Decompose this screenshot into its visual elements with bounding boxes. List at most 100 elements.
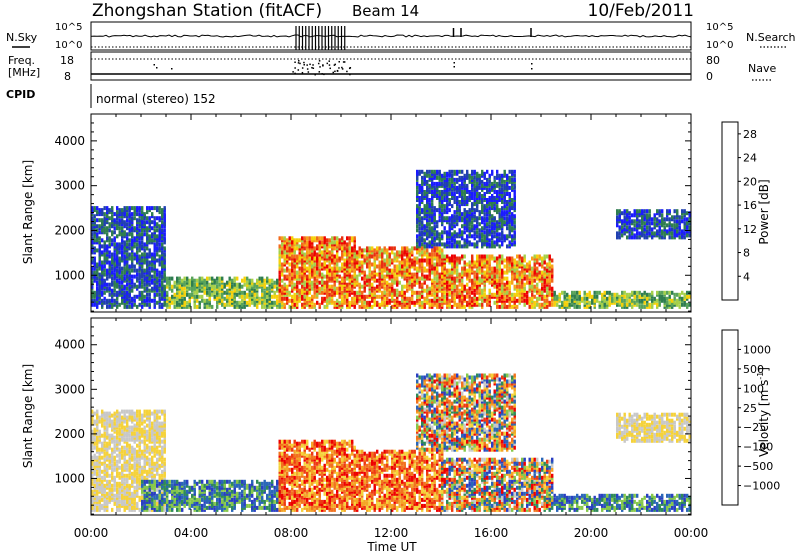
heatmap-cell — [151, 226, 154, 231]
heatmap-cell — [426, 260, 429, 265]
heatmap-cell — [426, 185, 429, 190]
heatmap-cell — [228, 290, 231, 295]
heatmap-cell — [406, 296, 409, 301]
heatmap-cell — [183, 290, 186, 295]
heatmap-cell — [433, 175, 436, 180]
heatmap-cell — [496, 175, 499, 180]
heatmap-cell — [288, 256, 291, 261]
heatmap-cell — [438, 236, 441, 241]
heatmap-cell — [431, 292, 434, 297]
heatmap-cell — [353, 240, 356, 245]
heatmap-cell — [538, 302, 541, 307]
heatmap-cell — [108, 242, 111, 247]
heatmap-cell — [493, 190, 496, 194]
heatmap-cell — [283, 244, 286, 249]
heatmap-cell — [511, 214, 514, 219]
heatmap-cell — [271, 294, 274, 299]
nave-dot — [341, 68, 344, 70]
heatmap-cell — [331, 284, 334, 289]
heatmap-cell — [168, 304, 171, 309]
heatmap-cell — [503, 276, 506, 281]
heatmap-cell — [166, 304, 169, 309]
heatmap-cell — [103, 240, 106, 245]
heatmap-cell — [331, 278, 334, 283]
heatmap-cell — [398, 252, 401, 257]
heatmap-cell — [98, 252, 101, 257]
heatmap-cell — [386, 292, 389, 297]
heatmap-cell — [208, 282, 211, 287]
heatmap-cell — [508, 224, 511, 229]
heatmap-cell — [106, 286, 109, 291]
heatmap-cell — [343, 278, 346, 283]
heatmap-cell — [148, 266, 151, 271]
heatmap-cell — [118, 274, 121, 279]
heatmap-cell — [238, 290, 241, 295]
heatmap-cell — [308, 278, 311, 283]
heatmap-cell — [498, 254, 501, 259]
heatmap-cell — [236, 276, 239, 281]
heatmap-cell — [546, 268, 549, 273]
heatmap-cell — [278, 290, 281, 295]
heatmap-cell — [101, 244, 104, 249]
heatmap-cell — [383, 290, 386, 295]
heatmap-cell — [508, 304, 511, 309]
heatmap-cell — [381, 260, 384, 265]
heatmap-cell — [433, 284, 436, 289]
heatmap-cell — [106, 252, 109, 257]
heatmap-cell — [618, 209, 621, 214]
heatmap-cell — [233, 304, 236, 309]
heatmap-cell — [478, 185, 481, 190]
heatmap-cell — [621, 225, 624, 230]
heatmap-cell — [348, 258, 351, 263]
heatmap-cell — [368, 304, 371, 309]
heatmap-cell — [176, 278, 179, 283]
heatmap-cell — [383, 246, 386, 251]
heatmap-cell — [488, 179, 491, 184]
heatmap-cell — [408, 296, 411, 301]
heatmap-cell — [413, 262, 416, 267]
heatmap-cell — [108, 286, 111, 291]
heatmap-cell — [511, 262, 514, 267]
nave-dot — [301, 67, 304, 69]
heatmap-cell — [528, 272, 531, 277]
heatmap-cell — [406, 278, 409, 283]
heatmap-cell — [486, 266, 489, 271]
heatmap-cell — [451, 232, 454, 237]
heatmap-cell — [426, 218, 429, 223]
heatmap-cell — [468, 260, 471, 265]
heatmap-cell — [403, 290, 406, 295]
heatmap-cell — [163, 290, 166, 295]
heatmap-cell — [408, 252, 411, 257]
heatmap-cell — [476, 268, 479, 273]
heatmap-cell — [108, 260, 111, 265]
heatmap-cell — [506, 264, 509, 269]
heatmap-cell — [421, 300, 424, 305]
nave-dot — [303, 61, 305, 64]
heatmap-cell — [543, 284, 546, 289]
heatmap-cell — [288, 262, 291, 267]
heatmap-cell — [311, 286, 314, 291]
heatmap-cell — [528, 260, 531, 265]
nave-dot — [318, 60, 321, 62]
heatmap-cell — [471, 254, 474, 259]
heatmap-cell — [508, 185, 511, 190]
heatmap-cell — [513, 292, 516, 297]
heatmap-cell — [418, 210, 421, 215]
heatmap-cell — [618, 231, 621, 236]
heatmap-cell — [126, 252, 129, 257]
heatmap-cell — [231, 284, 234, 289]
heatmap-cell — [516, 304, 519, 309]
heatmap-cell — [628, 225, 631, 230]
heatmap-cell — [678, 304, 681, 309]
heatmap-cell — [533, 284, 536, 289]
heatmap-cell — [433, 232, 436, 237]
heatmap-cell — [346, 236, 349, 241]
heatmap-cell — [211, 292, 214, 297]
heatmap-cell — [351, 290, 354, 295]
heatmap-cell — [96, 248, 99, 253]
heatmap-cell — [421, 236, 424, 241]
heatmap-cell — [396, 266, 399, 271]
heatmap-cell — [493, 175, 496, 180]
heatmap-cell — [656, 304, 659, 309]
heatmap-cell — [453, 230, 456, 235]
